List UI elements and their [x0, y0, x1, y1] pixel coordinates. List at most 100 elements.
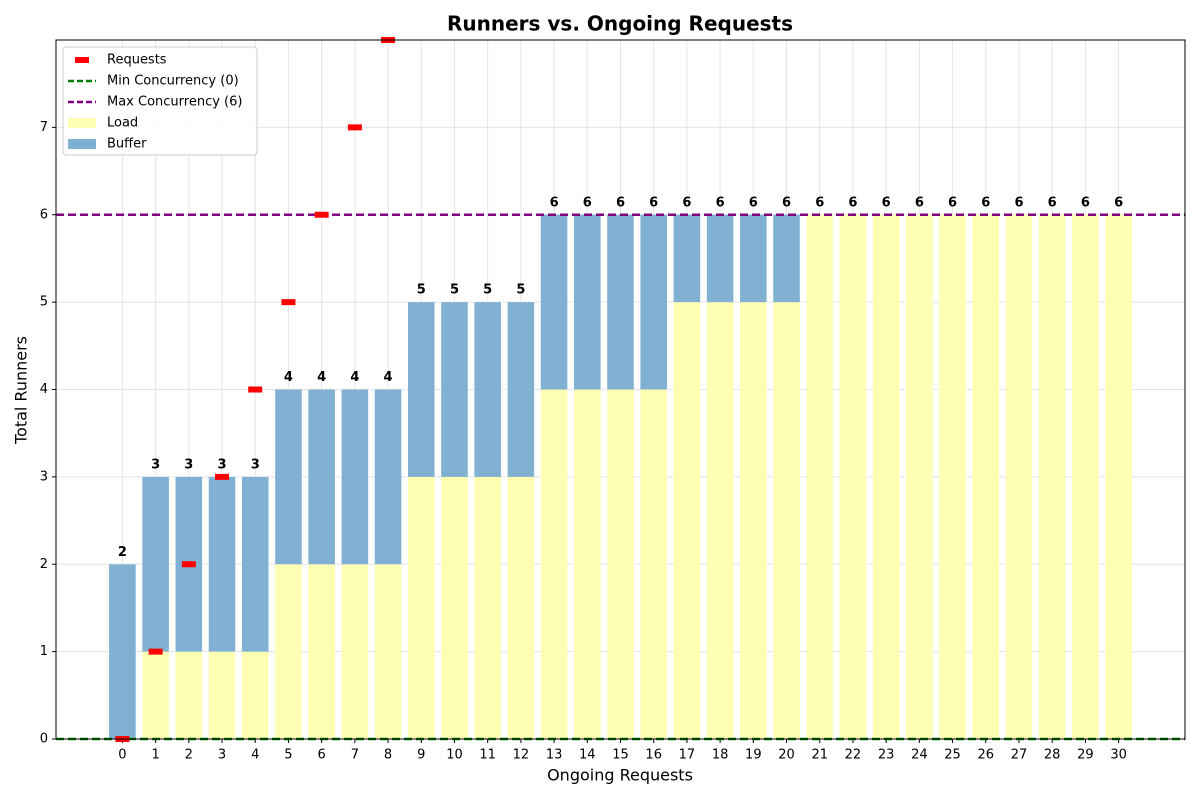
total-label: 6 — [815, 195, 824, 210]
bar-segment — [341, 564, 369, 739]
y-tick-label: 1 — [40, 644, 48, 659]
request-marker — [347, 124, 362, 131]
total-label: 5 — [450, 283, 459, 298]
request-marker — [281, 299, 296, 306]
legend-label: Buffer — [107, 137, 147, 152]
y-tick-label: 6 — [40, 207, 48, 222]
legend-label: Requests — [107, 53, 167, 68]
bar-segment — [1072, 214, 1099, 739]
x-tick-label: 1 — [151, 748, 159, 763]
bar-segment — [839, 214, 867, 739]
y-tick-label: 7 — [40, 120, 48, 135]
legend-patch — [68, 139, 96, 149]
bar-segment — [241, 651, 269, 739]
total-label: 6 — [915, 195, 924, 210]
x-tick-label: 4 — [251, 748, 259, 763]
x-tick-label: 24 — [911, 748, 928, 763]
bar-segment — [607, 214, 634, 390]
plot-frame — [55, 39, 1186, 740]
x-tick-label: 15 — [612, 748, 629, 763]
request-marker — [181, 561, 196, 568]
request-marker — [215, 473, 230, 480]
x-tick-label: 25 — [944, 748, 961, 763]
bar-segment — [1105, 214, 1132, 739]
bar-segment — [540, 214, 568, 390]
bar-segment — [308, 564, 335, 739]
bar-segment — [806, 214, 834, 739]
x-tick-label: 7 — [351, 748, 359, 763]
bar-segment — [1005, 214, 1033, 739]
bar-segment — [341, 389, 369, 565]
x-tick-label: 3 — [218, 748, 226, 763]
total-label: 3 — [184, 457, 193, 472]
total-label: 6 — [749, 195, 758, 210]
x-tick-label: 28 — [1044, 748, 1061, 763]
bar-segment — [972, 214, 1000, 739]
bar-segment — [1038, 214, 1066, 739]
legend-label: Max Concurrency (6) — [107, 95, 242, 110]
bar-segment — [474, 302, 501, 477]
total-label: 6 — [948, 195, 957, 210]
bar-segment — [706, 302, 734, 739]
total-label: 6 — [1114, 195, 1123, 210]
x-tick-label: 23 — [878, 748, 895, 763]
y-tick-label: 5 — [40, 295, 48, 310]
total-label: 5 — [483, 283, 492, 298]
bar-segment — [407, 302, 435, 477]
total-label: 6 — [682, 195, 691, 210]
x-tick-label: 27 — [1011, 748, 1028, 763]
bar-segment — [740, 302, 767, 739]
bar-segment — [374, 389, 402, 565]
x-tick-label: 11 — [479, 748, 496, 763]
y-tick-label: 3 — [40, 469, 48, 484]
total-label: 6 — [848, 195, 857, 210]
y-tick-label: 0 — [40, 732, 48, 747]
total-label: 6 — [1081, 195, 1090, 210]
y-axis-label: Total Runners — [12, 336, 31, 445]
x-tick-label: 5 — [284, 748, 292, 763]
total-label: 5 — [516, 283, 525, 298]
bar-segment — [673, 302, 701, 739]
bar-segment — [441, 476, 468, 739]
x-tick-label: 30 — [1110, 748, 1127, 763]
total-label: 4 — [317, 370, 326, 385]
request-marker — [314, 211, 329, 218]
x-tick-label: 26 — [977, 748, 994, 763]
bar-segment — [906, 214, 933, 739]
bar-segment — [175, 651, 203, 739]
total-label: 6 — [782, 195, 791, 210]
legend-box — [62, 46, 258, 156]
bar-segment — [640, 389, 667, 739]
legend-marker — [75, 57, 89, 63]
bar-segment — [474, 476, 501, 739]
bar-segment — [773, 214, 800, 303]
bar-segment — [308, 389, 335, 565]
total-label: 6 — [716, 195, 725, 210]
x-tick-label: 22 — [845, 748, 862, 763]
bar-segment — [939, 214, 966, 739]
x-tick-label: 29 — [1077, 748, 1094, 763]
bar-segment — [706, 214, 734, 303]
total-label: 6 — [649, 195, 658, 210]
x-axis-label: Ongoing Requests — [547, 766, 693, 785]
x-tick-label: 9 — [417, 748, 425, 763]
x-tick-label: 6 — [318, 748, 326, 763]
total-label: 3 — [218, 457, 227, 472]
bar-segment — [142, 476, 169, 652]
bar-segment — [773, 302, 800, 739]
x-tick-label: 16 — [645, 748, 662, 763]
y-tick-label: 2 — [40, 557, 48, 572]
total-label: 6 — [1048, 195, 1057, 210]
total-label: 3 — [251, 457, 260, 472]
bar-segment — [574, 214, 601, 390]
x-tick-label: 0 — [118, 748, 126, 763]
bar-segment — [872, 214, 900, 739]
total-label: 6 — [882, 195, 891, 210]
total-label: 3 — [151, 457, 160, 472]
total-label: 6 — [616, 195, 625, 210]
bar-segment — [109, 564, 136, 739]
x-tick-label: 10 — [446, 748, 463, 763]
bar-segment — [507, 476, 535, 739]
legend-label: Load — [107, 116, 138, 131]
